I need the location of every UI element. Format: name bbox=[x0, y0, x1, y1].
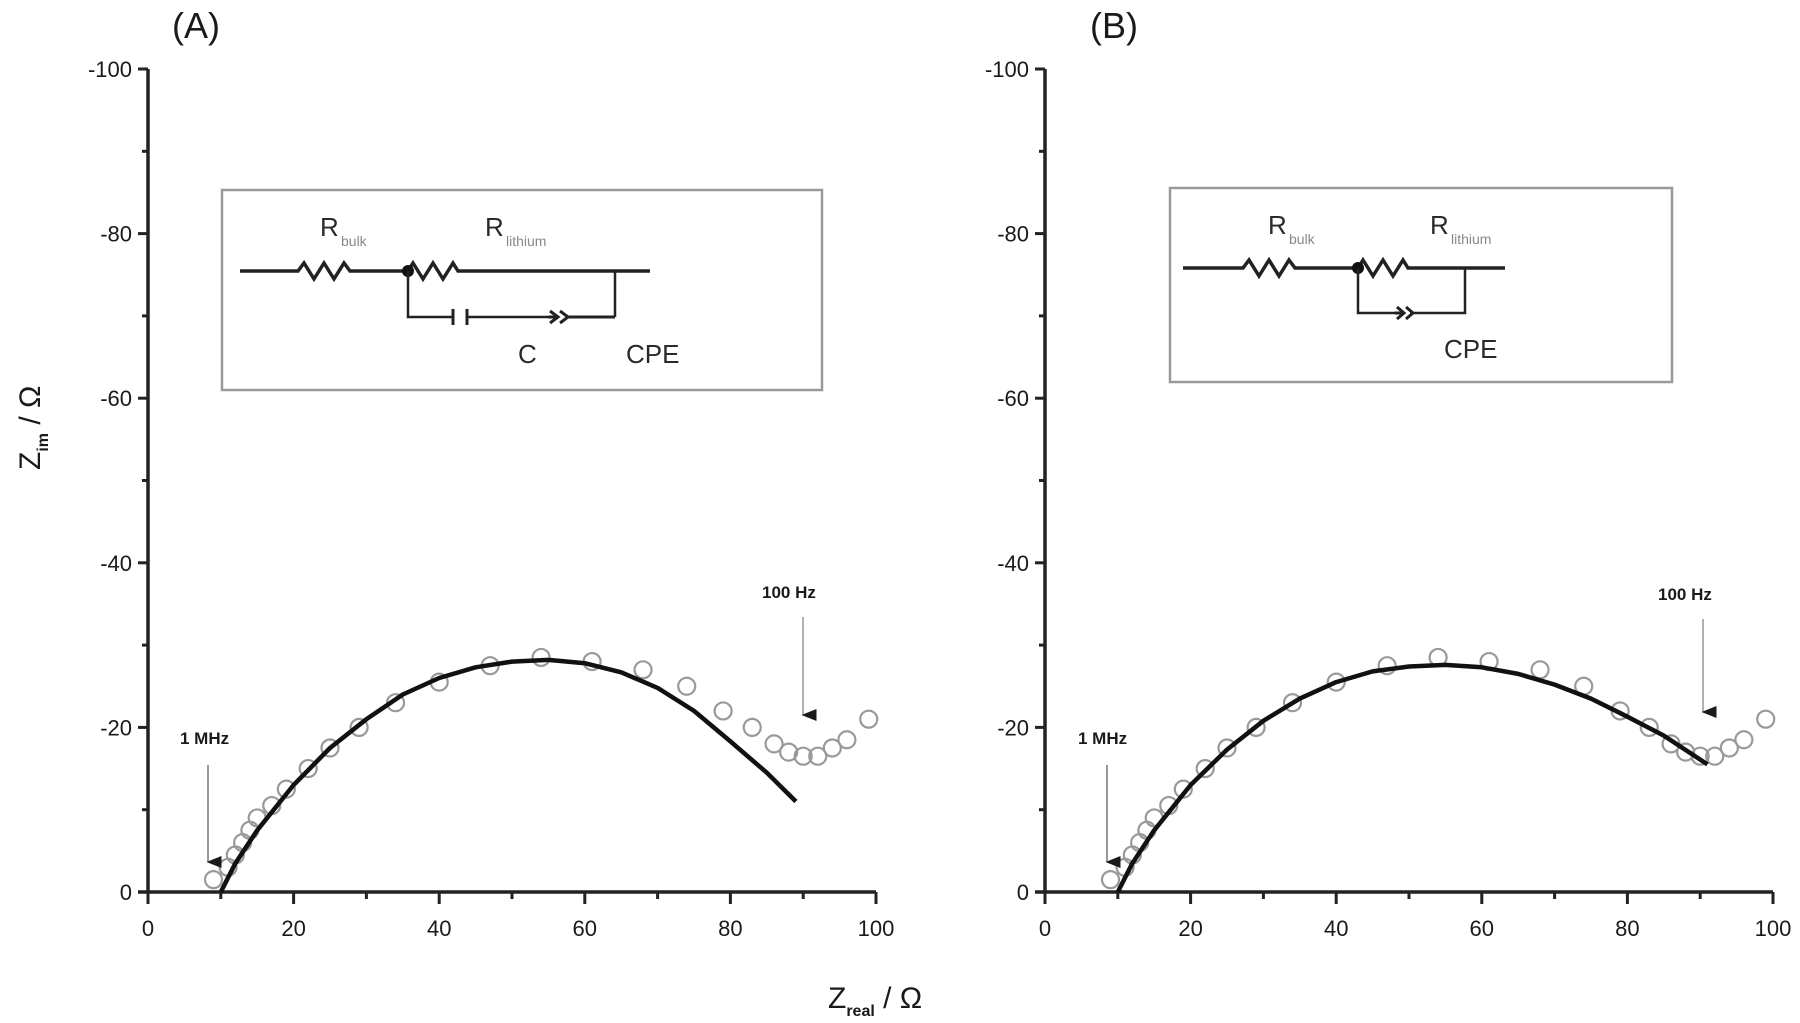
y-tick-label: -60 bbox=[997, 386, 1029, 411]
panel-b-axes: -100 -80 -60 -40 -20 00 20 40 60 80 100 bbox=[985, 57, 1791, 941]
x-axis-title: Zreal / Ω bbox=[828, 982, 922, 1020]
data-point bbox=[1377, 656, 1397, 676]
rlithium-label: R bbox=[485, 212, 504, 242]
fit-curve bbox=[1115, 662, 1709, 894]
y-tick-label: 0 bbox=[1017, 880, 1029, 905]
circuit-wire-main bbox=[240, 259, 650, 283]
data-point bbox=[531, 647, 551, 668]
annotation-1mhz: 1 MHz bbox=[180, 729, 229, 748]
capacitor-label: C bbox=[518, 339, 537, 369]
y-tick-label: 0 bbox=[120, 880, 132, 905]
x-tick-label: 80 bbox=[718, 916, 742, 941]
y-tick-label: -60 bbox=[100, 386, 132, 411]
data-point bbox=[1756, 709, 1776, 729]
x-tick-label: 100 bbox=[858, 916, 895, 941]
y-tick-label: -40 bbox=[997, 551, 1029, 576]
x-tick-label: 40 bbox=[427, 916, 451, 941]
circuit-wire-main bbox=[1183, 256, 1505, 280]
x-tick-label: 0 bbox=[1039, 916, 1051, 941]
circuit-wire-branch bbox=[1356, 268, 1467, 315]
y-axis-title: Zim / Ω bbox=[14, 386, 52, 470]
data-point bbox=[1530, 660, 1550, 680]
data-point bbox=[793, 746, 813, 766]
data-point bbox=[1217, 738, 1237, 758]
data-point bbox=[713, 701, 733, 721]
data-point bbox=[1100, 870, 1121, 890]
data-point bbox=[837, 730, 857, 750]
data-point bbox=[1246, 717, 1266, 738]
panel-b-circuit-inset: R bulk R lithium CPE bbox=[1168, 186, 1674, 384]
data-point bbox=[1639, 717, 1659, 738]
y-tick-label: -20 bbox=[997, 715, 1029, 740]
data-point bbox=[859, 709, 879, 729]
data-point bbox=[822, 738, 842, 758]
x-tick-label: 20 bbox=[281, 916, 305, 941]
y-tick-label: -40 bbox=[100, 551, 132, 576]
x-tick-label: 100 bbox=[1755, 916, 1792, 941]
rlithium-label: R bbox=[1430, 210, 1449, 240]
cpe-icon bbox=[1395, 305, 1416, 321]
fit-curve bbox=[218, 657, 798, 894]
capacitor-icon bbox=[451, 309, 469, 325]
data-point bbox=[779, 742, 799, 762]
cpe-icon bbox=[548, 309, 615, 325]
data-point bbox=[1734, 730, 1754, 750]
svg-text:Zim / Ω: Zim / Ω bbox=[14, 386, 52, 470]
rbulk-sub: bulk bbox=[341, 233, 368, 249]
data-point bbox=[1705, 746, 1725, 766]
data-point bbox=[1719, 738, 1739, 758]
x-tick-label: 60 bbox=[573, 916, 597, 941]
panel-a-label: (A) bbox=[172, 5, 220, 46]
rbulk-label: R bbox=[1268, 210, 1287, 240]
data-point bbox=[808, 746, 828, 766]
y-tick-label: -20 bbox=[100, 715, 132, 740]
data-point bbox=[1282, 693, 1303, 713]
x-tick-label: 20 bbox=[1178, 916, 1202, 941]
panel-b-data bbox=[1100, 647, 1776, 894]
rlithium-sub: lithium bbox=[506, 233, 546, 249]
annotation-1mhz: 1 MHz bbox=[1078, 729, 1127, 748]
rbulk-label: R bbox=[320, 212, 339, 242]
data-point bbox=[203, 870, 224, 890]
panel-b-label: (B) bbox=[1090, 5, 1138, 46]
data-point bbox=[677, 676, 697, 696]
y-tick-label: -80 bbox=[100, 222, 132, 247]
panel-a-circuit-inset: R bulk R lithium C CPE bbox=[220, 188, 824, 392]
panel-a-axes: -100 -80 -60 -40 -20 00 20 40 60 80 100 bbox=[88, 57, 894, 941]
panel-b: (B) -100 -80 -60 -40 -20 00 20 40 60 80 100 R bulk… bbox=[985, 5, 1791, 941]
panel-a-data bbox=[203, 647, 879, 894]
x-tick-label: 40 bbox=[1324, 916, 1348, 941]
annotation-100hz: 100 Hz bbox=[1658, 585, 1712, 604]
data-point bbox=[742, 717, 762, 738]
y-tick-label: -100 bbox=[985, 57, 1029, 82]
rbulk-sub: bulk bbox=[1289, 231, 1316, 247]
svg-text:Zreal / Ω: Zreal / Ω bbox=[828, 982, 922, 1020]
y-tick-label: -80 bbox=[997, 222, 1029, 247]
data-point bbox=[1676, 742, 1696, 762]
y-tick-label: -100 bbox=[88, 57, 132, 82]
circuit-wire-branch bbox=[406, 271, 617, 319]
cpe-label: CPE bbox=[626, 339, 679, 369]
rlithium-sub: lithium bbox=[1451, 231, 1491, 247]
data-point bbox=[1326, 672, 1346, 692]
data-point bbox=[298, 758, 318, 779]
x-tick-label: 60 bbox=[1470, 916, 1494, 941]
x-tick-label: 80 bbox=[1615, 916, 1639, 941]
data-point bbox=[349, 717, 369, 738]
data-point bbox=[320, 738, 340, 758]
cpe-label: CPE bbox=[1444, 334, 1497, 364]
panel-a: (A) -100 -80 -60 -40 -20 00 20 40 60 80 100 R bulk… bbox=[88, 5, 894, 941]
annotation-100hz: 100 Hz bbox=[762, 583, 816, 602]
data-point bbox=[633, 660, 653, 680]
data-point bbox=[1195, 758, 1215, 779]
data-point bbox=[764, 734, 784, 754]
x-tick-label: 0 bbox=[142, 916, 154, 941]
